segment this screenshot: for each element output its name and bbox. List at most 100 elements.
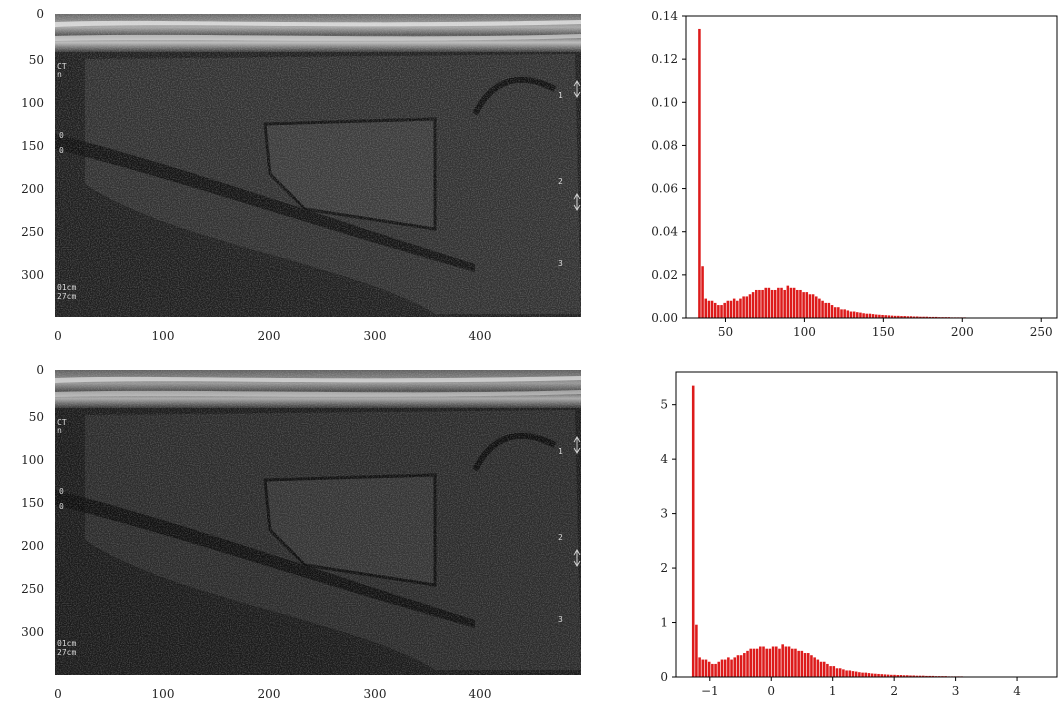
y-tick-label: 0.02 [651,268,678,282]
caliper-icon [573,549,581,567]
histogram-bar [871,314,875,318]
x-tick-label: 400 [469,329,492,343]
histogram-bar [695,624,698,677]
histogram-bar [829,666,832,677]
histogram-bar [739,655,743,677]
histogram-bar [893,315,897,318]
histogram-bar [717,661,721,677]
histogram-bar [822,661,826,677]
histogram-bar [794,648,797,677]
histogram-bar [833,307,837,318]
histogram-bar [730,659,733,677]
histogram-bar [826,663,829,677]
histogram-bar [837,307,840,318]
histogram-bar [783,289,786,318]
y-tick-label: 0.06 [651,182,678,196]
histogram-bar [865,313,869,318]
histogram-bar [799,289,802,318]
caliper-icon [573,193,581,211]
x-tick-label: 3 [952,684,960,698]
histogram-bar [899,675,903,677]
histogram-bar [819,661,823,677]
histogram-bar [919,316,922,318]
histogram-bar [851,671,855,677]
histogram-bar [764,287,767,318]
y-tick-label: 2 [660,561,668,575]
y-tick-label: 0.00 [651,311,678,325]
histogram-bar [803,653,807,677]
us-y-axis: 0 50 100 150 200 250 300 [21,7,44,282]
histogram-bar [830,305,834,318]
histogram-bar [883,674,887,677]
y-tick-label: 300 [21,268,44,282]
histogram-bar [746,650,749,677]
ultrasound-image-original: CT n 0 0 01cm 27cm 1 2 3 0 50 100 150 20… [21,7,581,343]
histogram-bar [727,657,730,677]
histogram-bar [810,655,813,677]
x-tick-label: 150 [872,325,895,339]
plot-frame [685,15,1058,319]
us-depth-marker: 1 [558,91,563,100]
caliper-icon [573,436,581,454]
histogram-bar [870,673,874,677]
histogram-bar [906,675,909,677]
histogram-bar [726,300,730,318]
histogram-bar [915,675,919,677]
us-ct-sub-label: n [57,426,62,435]
histogram-bar [806,653,810,677]
histogram-normalized: −1 0 1 2 3 4 0 1 2 3 4 5 [660,371,1058,698]
histogram-bar [792,287,796,318]
histogram-bar [874,673,877,677]
histogram-bar [928,316,932,318]
histogram-bar [925,316,929,318]
histogram-bar [849,311,853,318]
us-scale-label: 27cm [57,648,76,657]
histogram-bar [797,650,800,677]
y-tick-label: 0 [660,670,668,684]
histogram-bar [877,673,880,677]
histogram-bar [845,670,848,677]
histogram-bar [717,305,720,318]
histogram-bar [862,313,865,318]
x-tick-label: 2 [890,684,898,698]
histogram-bar [824,302,827,318]
x-tick-label: 0 [54,329,62,343]
us-scale-label: 01cm [57,283,76,292]
histogram-bar [720,659,724,677]
x-tick-label: 250 [1030,325,1053,339]
histogram-bar [931,316,935,318]
histogram-bar [736,300,739,318]
y-tick-label: 0.12 [651,52,678,66]
x-tick-label: 200 [258,329,281,343]
y-tick-label: 1 [660,616,668,630]
y-tick-label: 3 [660,507,668,521]
histogram-bar [758,289,761,318]
histogram-bar [720,305,723,318]
y-tick-label: 0.14 [651,9,678,23]
histogram-bar [736,655,740,677]
histogram-bar [868,313,872,318]
histogram-bar [854,671,858,677]
us-depth-marker: 1 [558,447,563,456]
histogram-bar [742,296,745,318]
y-tick-label: 150 [21,139,44,153]
histogram-bar [755,648,759,677]
y-tick-label: 0 [36,7,44,21]
histogram-bar [852,311,856,318]
histogram-bar [864,672,868,677]
histogram-bar [773,289,777,318]
histogram-bar [848,670,852,677]
histogram-bar [775,646,778,677]
us-ct-label: CT [57,62,67,71]
histogram-bar [762,646,765,677]
y-tick-label: 100 [21,96,44,110]
histogram-bar [802,292,805,318]
us-depth-marker: 2 [558,533,563,542]
us-speckle [55,14,581,317]
histogram-bar [704,298,707,318]
histogram-bar [880,674,884,677]
histogram-bar [698,657,701,677]
histogram-bar [780,287,783,318]
histogram-bar [749,648,753,677]
